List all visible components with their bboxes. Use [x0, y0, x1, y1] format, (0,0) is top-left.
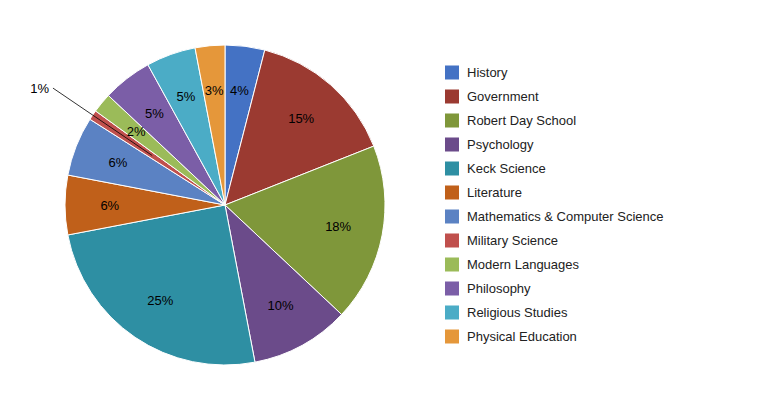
data-label: 1% — [30, 81, 49, 96]
legend-swatch — [445, 90, 459, 104]
data-label: 10% — [267, 298, 293, 313]
legend-swatch — [445, 330, 459, 344]
legend-label: Philosophy — [467, 281, 531, 296]
data-label: 4% — [230, 83, 249, 98]
chart: 4% 15% 18% 10% 25% 6% 6% 1% 2% 5% 5% 3% History Gover… — [0, 0, 775, 409]
legend-swatch — [445, 66, 459, 80]
legend-label: Psychology — [467, 137, 534, 152]
data-label: 5% — [177, 89, 196, 104]
legend-swatch — [445, 234, 459, 248]
legend-label: Government — [467, 89, 539, 104]
data-label: 6% — [100, 198, 119, 213]
legend-label: Religious Studies — [467, 305, 568, 320]
pie — [65, 45, 385, 365]
legend-swatch — [445, 306, 459, 320]
legend-label: Keck Science — [467, 161, 546, 176]
data-labels: 4% 15% 18% 10% 25% 6% 6% 1% 2% 5% 5% 3% — [30, 81, 351, 314]
legend-label: History — [467, 65, 508, 80]
legend: History Government Robert Day School Psycho… — [445, 65, 664, 344]
legend-label: Mathematics & Computer Science — [467, 209, 664, 224]
legend-swatch — [445, 114, 459, 128]
legend-swatch — [445, 258, 459, 272]
pie-slice — [195, 45, 225, 205]
leader-line — [53, 88, 152, 155]
legend-swatch — [445, 186, 459, 200]
legend-swatch — [445, 138, 459, 152]
legend-swatch — [445, 162, 459, 176]
legend-label: Literature — [467, 185, 522, 200]
legend-swatch — [445, 210, 459, 224]
data-label: 2% — [127, 124, 146, 139]
legend-label: Modern Languages — [467, 257, 580, 272]
legend-label: Military Science — [467, 233, 558, 248]
legend-label: Physical Education — [467, 329, 577, 344]
data-label: 18% — [325, 219, 351, 234]
data-label: 5% — [145, 106, 164, 121]
data-label: 25% — [147, 293, 173, 308]
data-label: 15% — [288, 111, 314, 126]
data-label: 3% — [205, 83, 224, 98]
legend-label: Robert Day School — [467, 113, 576, 128]
legend-swatch — [445, 282, 459, 296]
data-label: 6% — [108, 155, 127, 170]
